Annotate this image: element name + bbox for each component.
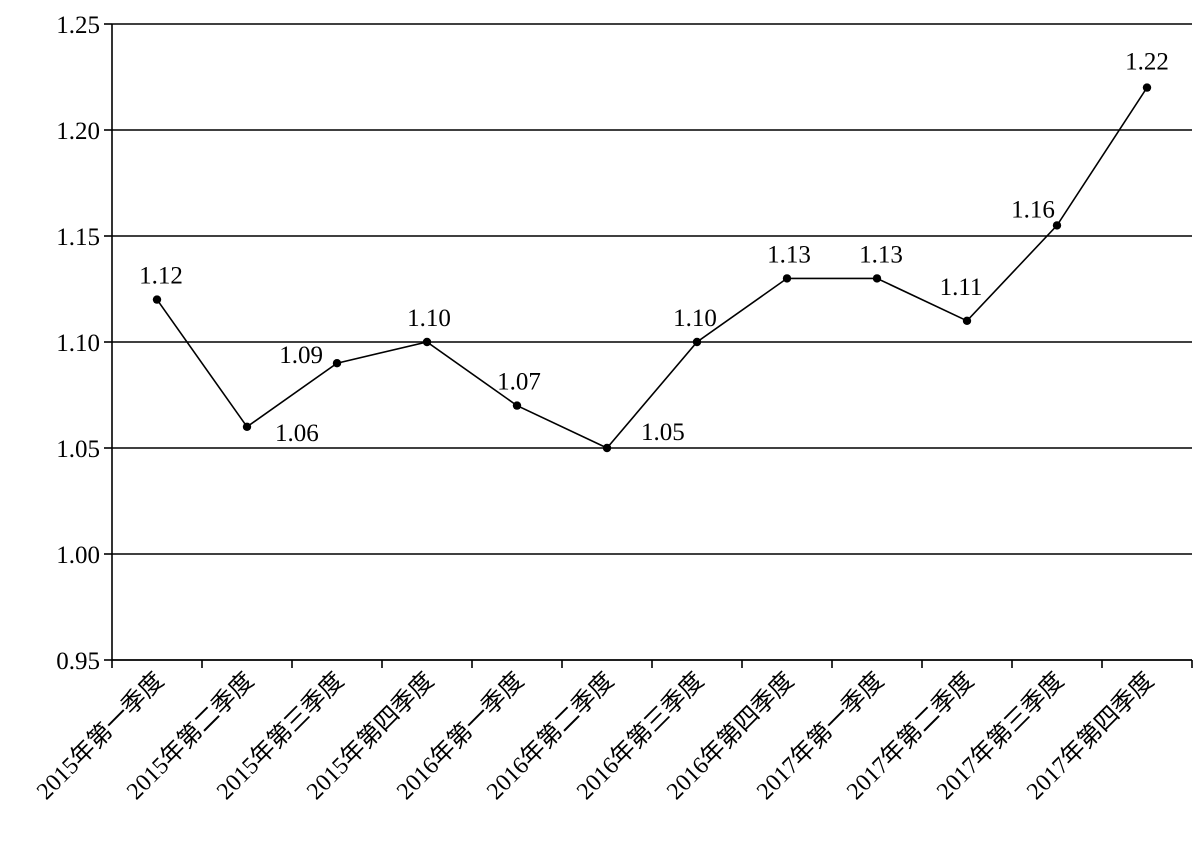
data-point	[1052, 221, 1062, 230]
data-label: 1.16	[1011, 196, 1055, 223]
y-tick-label: 1.10	[56, 330, 100, 357]
data-point	[512, 401, 522, 410]
data-label: 1.09	[279, 342, 323, 369]
data-point	[872, 274, 882, 283]
data-point	[602, 443, 612, 453]
y-tick-label: 1.25	[56, 12, 100, 39]
y-tick-label: 0.95	[56, 648, 100, 675]
data-label: 1.13	[859, 241, 903, 268]
x-tick-labels: 2015年第一季度2015年第二季度2015年第三季度2015年第四季度2016…	[31, 667, 1159, 805]
series	[152, 83, 1152, 453]
data-label: 1.10	[673, 305, 717, 332]
y-tick-label: 1.05	[56, 436, 100, 463]
data-labels: 1.12 1.06 1.09 1.10 1.07 1.05 1.10 1.13 1.13 1.11…	[139, 49, 1169, 447]
data-point	[152, 295, 162, 304]
data-label: 1.13	[767, 241, 811, 268]
y-tick-label: 1.20	[56, 118, 100, 145]
data-point	[962, 316, 972, 325]
data-label: 1.07	[497, 369, 541, 396]
y-tick-label: 1.00	[56, 542, 100, 569]
data-point	[692, 337, 702, 347]
data-label: 1.22	[1125, 49, 1169, 76]
series-line	[156, 87, 1148, 449]
data-point	[782, 274, 792, 283]
data-label: 1.05	[641, 419, 685, 446]
data-point	[332, 359, 342, 368]
grid-lines	[112, 23, 1192, 661]
data-label: 1.12	[139, 263, 183, 290]
data-label: 1.11	[940, 274, 983, 301]
data-label: 1.06	[275, 420, 319, 447]
data-point	[1142, 83, 1152, 92]
data-label: 1.10	[407, 305, 451, 332]
data-point	[422, 337, 432, 347]
y-tick-label: 1.15	[56, 224, 100, 251]
data-point	[242, 422, 252, 431]
y-tick-labels: 0.95 1.00 1.05 1.10 1.15 1.20 1.25	[56, 12, 100, 675]
axes	[104, 23, 1193, 668]
